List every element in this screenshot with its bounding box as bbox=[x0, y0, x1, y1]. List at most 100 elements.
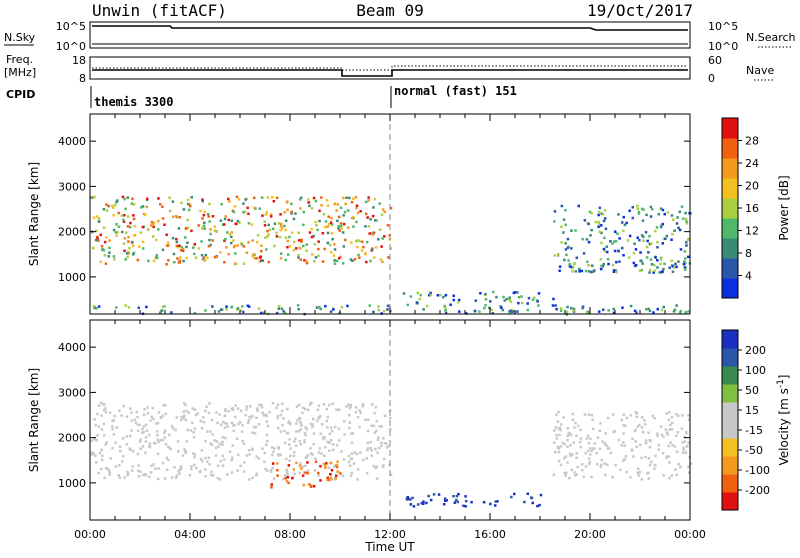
velocity-cell bbox=[327, 403, 331, 407]
power-cell bbox=[193, 312, 197, 315]
power-cell bbox=[662, 237, 666, 241]
power-cell bbox=[651, 208, 654, 211]
velocity-cell bbox=[379, 441, 383, 445]
velocity-cell bbox=[330, 429, 334, 433]
velocity-cell bbox=[251, 431, 254, 434]
velocity-cell bbox=[191, 407, 194, 410]
power-cell bbox=[279, 228, 282, 232]
power-cell bbox=[473, 309, 477, 313]
power-cell bbox=[93, 306, 96, 309]
velocity-cell bbox=[564, 474, 567, 477]
power-cell bbox=[601, 213, 605, 216]
velocity-cell bbox=[226, 425, 229, 428]
power-cell bbox=[200, 254, 204, 257]
power-cell bbox=[112, 206, 115, 209]
power-cell bbox=[687, 310, 690, 313]
velocity-cell bbox=[286, 407, 289, 411]
velocity-cell bbox=[335, 465, 339, 469]
velocity-cell bbox=[322, 437, 325, 441]
power-cell bbox=[634, 248, 638, 251]
power-cell bbox=[502, 295, 505, 299]
velocity-cell bbox=[635, 412, 639, 415]
velocity-cell bbox=[164, 412, 168, 416]
power-cell bbox=[251, 239, 254, 242]
velocity-cell bbox=[575, 434, 578, 437]
velocity-cell bbox=[375, 420, 378, 423]
velocity-cell bbox=[349, 405, 352, 409]
power-cell bbox=[365, 241, 369, 244]
velocity-cell bbox=[214, 454, 218, 457]
power-cell bbox=[631, 216, 634, 220]
power-cell bbox=[560, 225, 563, 228]
power-cell bbox=[321, 232, 325, 235]
power-cell bbox=[95, 307, 98, 310]
velocity-cell bbox=[119, 449, 122, 453]
velocity-cell bbox=[606, 416, 610, 420]
velocity-cell bbox=[265, 433, 269, 437]
power-cell bbox=[93, 195, 96, 199]
velocity-cell bbox=[578, 440, 582, 444]
velocity-cell bbox=[387, 445, 391, 448]
velocity-cell bbox=[641, 430, 645, 434]
velocity-cell bbox=[255, 474, 258, 477]
power-cell bbox=[686, 238, 690, 241]
velocity-cell bbox=[570, 468, 573, 472]
power-cell bbox=[129, 221, 132, 225]
time-tick-label: 00:00 bbox=[74, 528, 106, 541]
velocity-cell bbox=[173, 466, 176, 469]
velocity-cell bbox=[271, 466, 274, 470]
velocity-cell bbox=[159, 438, 163, 442]
velocity-cell bbox=[453, 501, 456, 504]
power-cell bbox=[615, 260, 618, 264]
velocity-cell bbox=[281, 477, 285, 481]
power-cell bbox=[260, 259, 263, 262]
velocity-cell bbox=[326, 425, 329, 429]
power-cell bbox=[600, 231, 603, 235]
power-cell bbox=[358, 239, 361, 243]
power-cell bbox=[373, 256, 376, 259]
power-cell bbox=[684, 211, 687, 215]
velocity-cell bbox=[144, 440, 148, 443]
velocity-cell bbox=[324, 464, 327, 468]
velocity-cell bbox=[287, 421, 290, 425]
velocity-cell bbox=[266, 469, 269, 472]
velocity-cell bbox=[148, 475, 151, 479]
power-cell bbox=[646, 239, 649, 243]
power-cell bbox=[94, 238, 98, 242]
power-cell bbox=[567, 259, 570, 262]
nave-line bbox=[92, 65, 688, 71]
power-cell bbox=[131, 244, 135, 247]
velocity-cell bbox=[673, 445, 677, 448]
power-cell bbox=[275, 235, 279, 238]
velocity-cell bbox=[355, 452, 359, 456]
power-cell bbox=[312, 234, 315, 238]
power-cell bbox=[292, 249, 296, 252]
velocity-cell bbox=[494, 504, 497, 507]
power-cell bbox=[126, 255, 129, 259]
velocity-cell bbox=[144, 451, 147, 454]
velocity-cell bbox=[653, 417, 656, 420]
power-cell bbox=[575, 256, 578, 259]
power-cell bbox=[233, 244, 237, 248]
power-cell bbox=[185, 245, 188, 249]
power-cell bbox=[288, 235, 291, 239]
velocity-cell bbox=[314, 460, 318, 463]
time-tick-label: 08:00 bbox=[274, 528, 306, 541]
power-cell bbox=[367, 196, 370, 199]
velocity-cell bbox=[183, 448, 186, 451]
velocity-cell bbox=[188, 474, 192, 477]
power-cell bbox=[213, 255, 217, 259]
velocity-cell bbox=[137, 475, 141, 478]
velocity-cell bbox=[629, 475, 632, 479]
power-cell bbox=[371, 214, 375, 218]
power-cell bbox=[663, 212, 666, 216]
power-cell bbox=[590, 228, 593, 232]
velocity-cell bbox=[556, 420, 560, 423]
velocity-cell bbox=[380, 425, 383, 428]
power-cell bbox=[633, 242, 636, 245]
power-cell bbox=[182, 259, 185, 263]
velocity-cell bbox=[369, 447, 372, 450]
velocity-cell bbox=[562, 456, 566, 460]
power-cell bbox=[325, 199, 329, 202]
